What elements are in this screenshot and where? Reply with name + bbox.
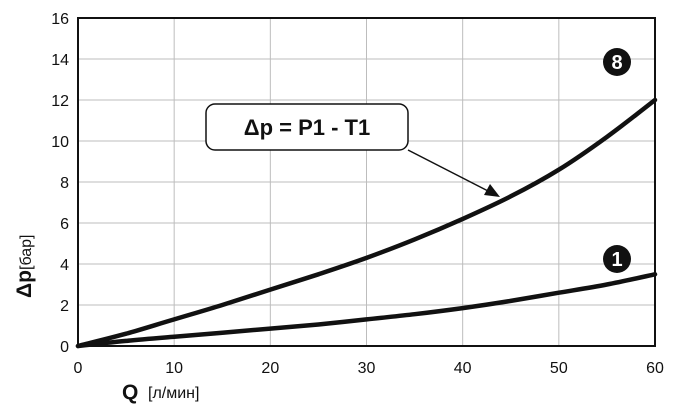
- series-badge-1-label: 1: [611, 249, 622, 271]
- y-tick-label: 14: [51, 52, 69, 69]
- y-tick-label: 16: [51, 11, 69, 28]
- series-badge-8: 8: [603, 48, 631, 76]
- y-tick-label: 2: [60, 298, 69, 315]
- y-axis-unit: [бар]: [18, 235, 35, 270]
- x-tick-label: 20: [261, 360, 279, 377]
- y-tick-label: 6: [60, 216, 69, 233]
- x-tick-label: 50: [550, 360, 568, 377]
- series-badge-8-label: 8: [611, 52, 622, 74]
- y-tick-label: 12: [51, 93, 69, 110]
- series-badge-1: 1: [603, 245, 631, 273]
- x-tick-label: 30: [358, 360, 376, 377]
- chart-grid: [78, 18, 655, 346]
- x-axis-unit: [л/мин]: [148, 385, 199, 402]
- y-tick-label: 8: [60, 175, 69, 192]
- x-tick-label: 60: [646, 360, 664, 377]
- y-tick-label: 10: [51, 134, 69, 151]
- y-axis-label-group: Δp [бар]: [13, 235, 36, 298]
- y-tick-label: 0: [60, 339, 69, 356]
- formula-callout: Δp = P1 - T1: [206, 104, 500, 197]
- x-tick-label: 10: [165, 360, 183, 377]
- callout-arrow: [408, 150, 490, 192]
- x-tick-label: 40: [454, 360, 472, 377]
- y-tick-label: 4: [60, 257, 69, 274]
- x-tick-label: 0: [74, 360, 83, 377]
- callout-text: Δp = P1 - T1: [244, 115, 370, 140]
- y-axis-label: Δp: [13, 270, 36, 298]
- x-axis-label: Q: [122, 381, 138, 404]
